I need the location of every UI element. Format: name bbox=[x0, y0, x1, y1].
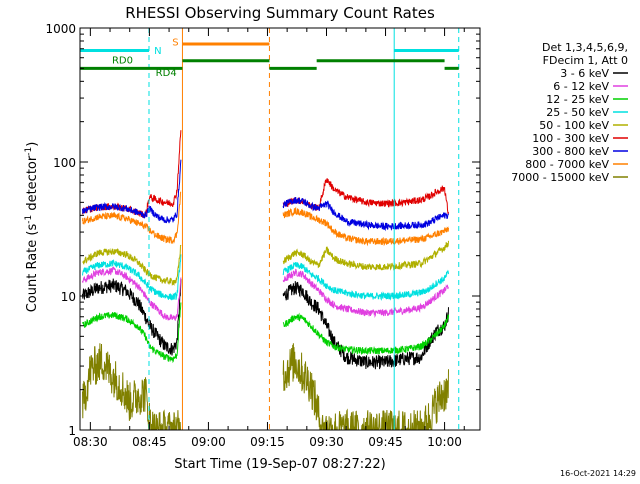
series-line-5-orbit2 bbox=[282, 240, 449, 271]
legend: Det 1,3,4,5,6,9,FDecim 1, Att 03 - 6 keV… bbox=[511, 41, 628, 184]
series-line-3-orbit1 bbox=[82, 302, 182, 364]
y-axis-label-part3: ) bbox=[25, 142, 40, 147]
x-tick-label-0830: 08:30 bbox=[73, 435, 108, 449]
footer-timestamp: 16-Oct-2021 14:29 bbox=[560, 469, 636, 478]
series-line-1-orbit1 bbox=[82, 278, 182, 356]
x-tick-label-0845: 08:45 bbox=[132, 435, 167, 449]
series-line-9-orbit2 bbox=[282, 343, 449, 430]
x-tick-label-0930: 09:30 bbox=[309, 435, 344, 449]
series-line-2-orbit2 bbox=[282, 268, 449, 318]
legend-label-9: 7000 - 15000 keV bbox=[511, 171, 609, 184]
legend-label-5: 50 - 100 keV bbox=[539, 119, 609, 132]
y-tick-label-10: 10 bbox=[61, 290, 76, 304]
legend-label-6: 100 - 300 keV bbox=[532, 132, 609, 145]
x-tick-label-0915: 09:15 bbox=[250, 435, 285, 449]
y-tick-label-100: 100 bbox=[53, 156, 76, 170]
y-tick-label-1000: 1000 bbox=[45, 22, 76, 36]
series-line-7-orbit2 bbox=[282, 196, 449, 232]
legend-label-2: 6 - 12 keV bbox=[553, 80, 609, 93]
chart-title: RHESSI Observing Summary Count Rates bbox=[125, 4, 435, 22]
series-line-2-orbit1 bbox=[82, 266, 182, 321]
bar-annotation-s: S bbox=[172, 38, 178, 49]
series-line-1-orbit2 bbox=[282, 281, 449, 370]
x-tick-label-1000: 10:00 bbox=[427, 435, 462, 449]
y-axis-label: Count Rate (s-1 detector-1) bbox=[24, 142, 40, 313]
y-axis-label-sup1: -1 bbox=[24, 215, 34, 224]
series-line-7-orbit1 bbox=[82, 159, 182, 224]
legend-header-2: FDecim 1, Att 0 bbox=[543, 54, 628, 67]
series-line-5-orbit1 bbox=[82, 244, 182, 286]
series-line-8-orbit1 bbox=[82, 191, 182, 244]
y-axis-label-part1: Count Rate (s bbox=[25, 224, 40, 313]
y-axis-label-part2: detector bbox=[25, 155, 40, 215]
legend-header-1: Det 1,3,4,5,6,9, bbox=[542, 41, 628, 54]
legend-label-3: 12 - 25 keV bbox=[546, 93, 609, 106]
series-line-4-orbit2 bbox=[282, 261, 449, 301]
legend-label-4: 25 - 50 keV bbox=[546, 106, 609, 119]
x-tick-label-0900: 09:00 bbox=[191, 435, 226, 449]
series-line-3-orbit2 bbox=[282, 312, 449, 356]
bar-annotation-rd0: RD0 bbox=[112, 56, 133, 67]
x-tick-label-0945: 09:45 bbox=[368, 435, 403, 449]
series-line-9-orbit1 bbox=[82, 343, 181, 430]
x-axis-label: Start Time (19-Sep-07 08:27:22) bbox=[174, 457, 385, 472]
bar-annotation-rd4: RD4 bbox=[156, 68, 177, 79]
legend-label-8: 800 - 7000 keV bbox=[525, 158, 609, 171]
series-line-4-orbit1 bbox=[82, 254, 182, 301]
legend-label-1: 3 - 6 keV bbox=[560, 67, 609, 80]
plot-area bbox=[80, 28, 460, 430]
series-line-8-orbit2 bbox=[282, 206, 449, 247]
y-axis-label-sup2: -1 bbox=[24, 147, 34, 156]
plot-frame bbox=[79, 27, 481, 431]
y-tick-label-1: 1 bbox=[68, 424, 76, 438]
legend-label-7: 300 - 800 keV bbox=[532, 145, 609, 158]
bar-annotation-n: N bbox=[154, 46, 161, 57]
